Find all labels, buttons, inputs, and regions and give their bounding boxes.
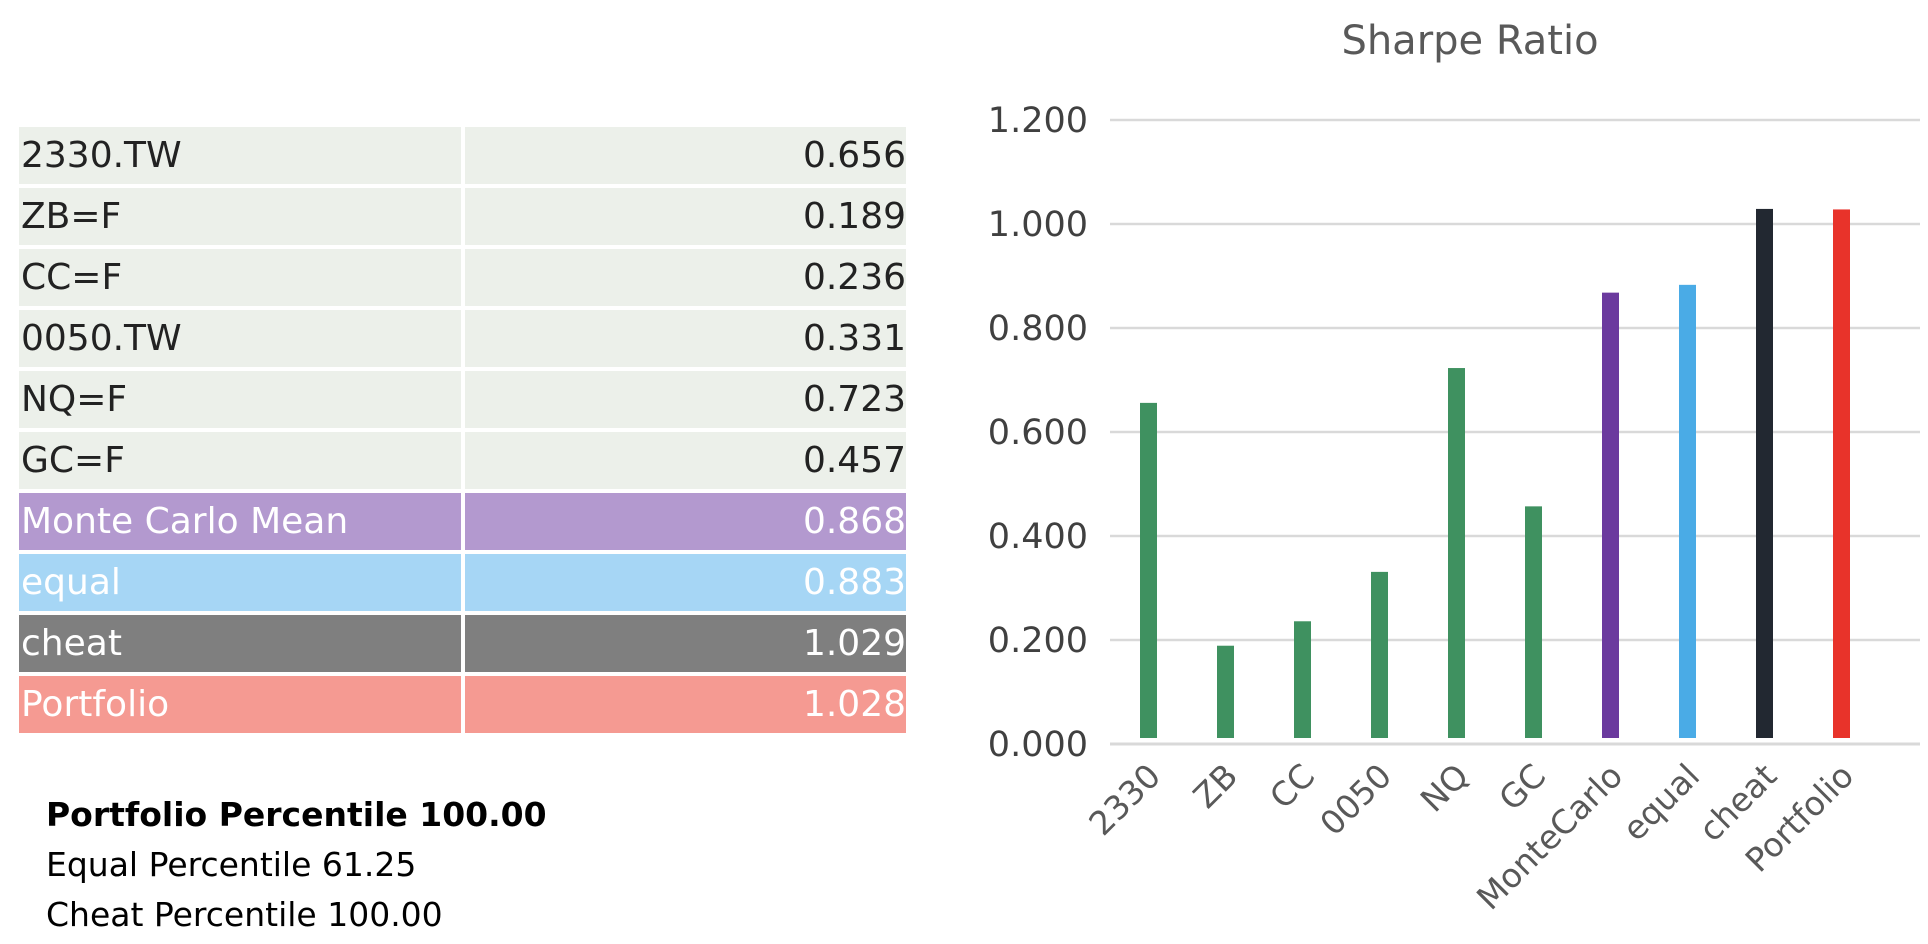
sharpe-ratio-chart: Sharpe Ratio 0.000 0.200 0.400 0.600 0.800 1.… [960, 0, 1928, 944]
row-value: 0.331 [465, 310, 906, 367]
table-row: Monte Carlo Mean 0.868 [19, 493, 906, 550]
row-label: CC=F [19, 249, 461, 306]
x-category-label: 0050 [1312, 756, 1399, 843]
bar-cheat [1756, 208, 1773, 739]
portfolio-percentile: Portfolio Percentile 100.00 [46, 795, 547, 834]
row-value: 0.723 [465, 371, 906, 428]
row-label: NQ=F [19, 371, 461, 428]
chart-canvas: Sharpe Ratio 0.000 0.200 0.400 0.600 0.800 1.… [988, 18, 1920, 917]
table-row: NQ=F 0.723 [19, 371, 906, 428]
table-row: equal 0.883 [19, 554, 906, 611]
bar-zb [1217, 645, 1234, 738]
row-label: Monte Carlo Mean [19, 493, 461, 550]
row-label: equal [19, 554, 461, 611]
row-value: 1.029 [465, 615, 906, 672]
bar-cc [1294, 621, 1311, 738]
percentile-notes: Portfolio Percentile 100.00 Equal Percen… [46, 790, 547, 940]
bar-portfolio [1833, 209, 1850, 738]
chart-title: Sharpe Ratio [1341, 18, 1598, 64]
bar-nq [1448, 368, 1465, 738]
y-tick-label: 0.400 [988, 517, 1088, 557]
row-value: 0.656 [465, 127, 906, 184]
bar-equal [1679, 284, 1696, 738]
y-axis-ticks: 0.000 0.200 0.400 0.600 0.800 1.000 1.200 [988, 101, 1088, 765]
x-category-label: 2330 [1081, 756, 1168, 843]
row-label: 0050.TW [19, 310, 461, 367]
row-label: ZB=F [19, 188, 461, 245]
row-value: 0.457 [465, 432, 906, 489]
gridlines [1110, 118, 1920, 746]
row-value: 0.868 [465, 493, 906, 550]
table-row: 2330.TW 0.656 [19, 127, 906, 184]
x-category-label: ZB [1186, 756, 1246, 816]
cheat-percentile: Cheat Percentile 100.00 [46, 895, 443, 934]
bar-2330 [1140, 402, 1157, 738]
x-category-label: NQ [1413, 756, 1476, 819]
sharpe-table: 2330.TW 0.656 ZB=F 0.189 CC=F 0.236 0050.TW 0.3… [19, 127, 906, 737]
table-row: Portfolio 1.028 [19, 676, 906, 733]
equal-percentile: Equal Percentile 61.25 [46, 845, 417, 884]
row-label: Portfolio [19, 676, 461, 733]
table-row: CC=F 0.236 [19, 249, 906, 306]
y-tick-label: 1.000 [988, 205, 1088, 245]
x-category-label: CC [1262, 756, 1322, 816]
x-category-label: GC [1491, 756, 1553, 818]
row-label: GC=F [19, 432, 461, 489]
bar-0050 [1371, 571, 1388, 738]
table-row: GC=F 0.457 [19, 432, 906, 489]
row-value: 0.189 [465, 188, 906, 245]
table-row: cheat 1.029 [19, 615, 906, 672]
y-tick-label: 0.600 [988, 413, 1088, 453]
row-value: 0.883 [465, 554, 906, 611]
bars [1140, 208, 1850, 739]
bar-gc [1525, 506, 1542, 738]
row-label: cheat [19, 615, 461, 672]
row-label: 2330.TW [19, 127, 461, 184]
x-category-label: equal [1615, 756, 1707, 848]
y-tick-label: 0.000 [988, 725, 1088, 765]
table-row: ZB=F 0.189 [19, 188, 906, 245]
row-value: 0.236 [465, 249, 906, 306]
y-tick-label: 0.200 [988, 621, 1088, 661]
y-tick-label: 0.800 [988, 309, 1088, 349]
row-value: 1.028 [465, 676, 906, 733]
y-tick-label: 1.200 [988, 101, 1088, 141]
bar-montecarlo [1602, 292, 1619, 738]
table-row: 0050.TW 0.331 [19, 310, 906, 367]
